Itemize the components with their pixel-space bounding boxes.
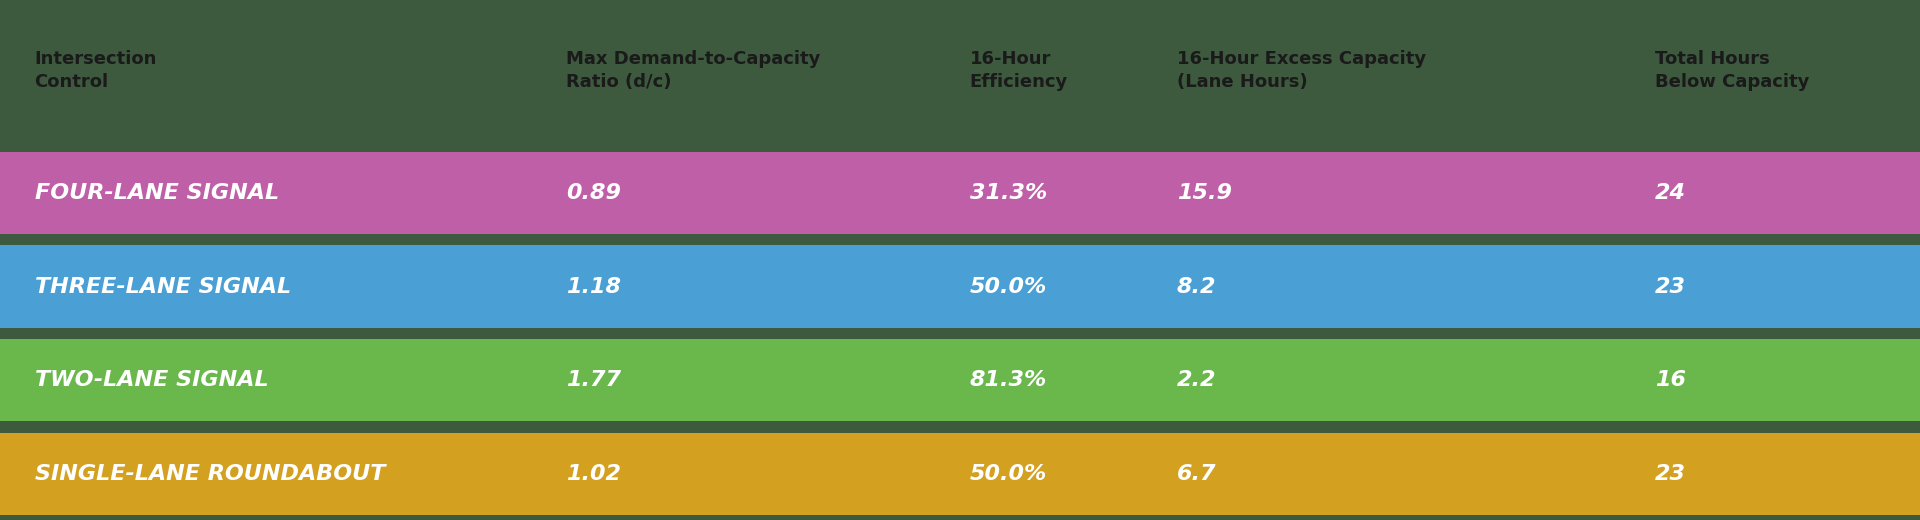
Text: 2.2: 2.2 — [1177, 370, 1217, 390]
Text: 16-Hour Excess Capacity
(Lane Hours): 16-Hour Excess Capacity (Lane Hours) — [1177, 50, 1427, 90]
Text: THREE-LANE SIGNAL: THREE-LANE SIGNAL — [35, 277, 290, 296]
Bar — [0, 152, 1920, 234]
Text: Total Hours
Below Capacity: Total Hours Below Capacity — [1655, 50, 1809, 90]
Bar — [0, 433, 1920, 515]
Text: 1.77: 1.77 — [566, 370, 622, 390]
Text: Intersection
Control: Intersection Control — [35, 50, 157, 90]
Text: 1.02: 1.02 — [566, 464, 622, 484]
Text: 24: 24 — [1655, 183, 1686, 203]
Text: 6.7: 6.7 — [1177, 464, 1217, 484]
Text: SINGLE-LANE ROUNDABOUT: SINGLE-LANE ROUNDABOUT — [35, 464, 384, 484]
Text: 23: 23 — [1655, 464, 1686, 484]
Bar — [0, 339, 1920, 421]
Text: 50.0%: 50.0% — [970, 277, 1046, 296]
Text: 1.18: 1.18 — [566, 277, 622, 296]
Text: Max Demand-to-Capacity
Ratio (d/c): Max Demand-to-Capacity Ratio (d/c) — [566, 50, 820, 90]
Text: 0.89: 0.89 — [566, 183, 622, 203]
Text: 31.3%: 31.3% — [970, 183, 1046, 203]
Text: 16: 16 — [1655, 370, 1686, 390]
Text: 23: 23 — [1655, 277, 1686, 296]
Text: 15.9: 15.9 — [1177, 183, 1233, 203]
Text: 16-Hour
Efficiency: 16-Hour Efficiency — [970, 50, 1068, 90]
Text: 50.0%: 50.0% — [970, 464, 1046, 484]
Bar — [0, 245, 1920, 328]
Text: FOUR-LANE SIGNAL: FOUR-LANE SIGNAL — [35, 183, 278, 203]
Text: TWO-LANE SIGNAL: TWO-LANE SIGNAL — [35, 370, 269, 390]
Text: 8.2: 8.2 — [1177, 277, 1217, 296]
Text: 81.3%: 81.3% — [970, 370, 1046, 390]
